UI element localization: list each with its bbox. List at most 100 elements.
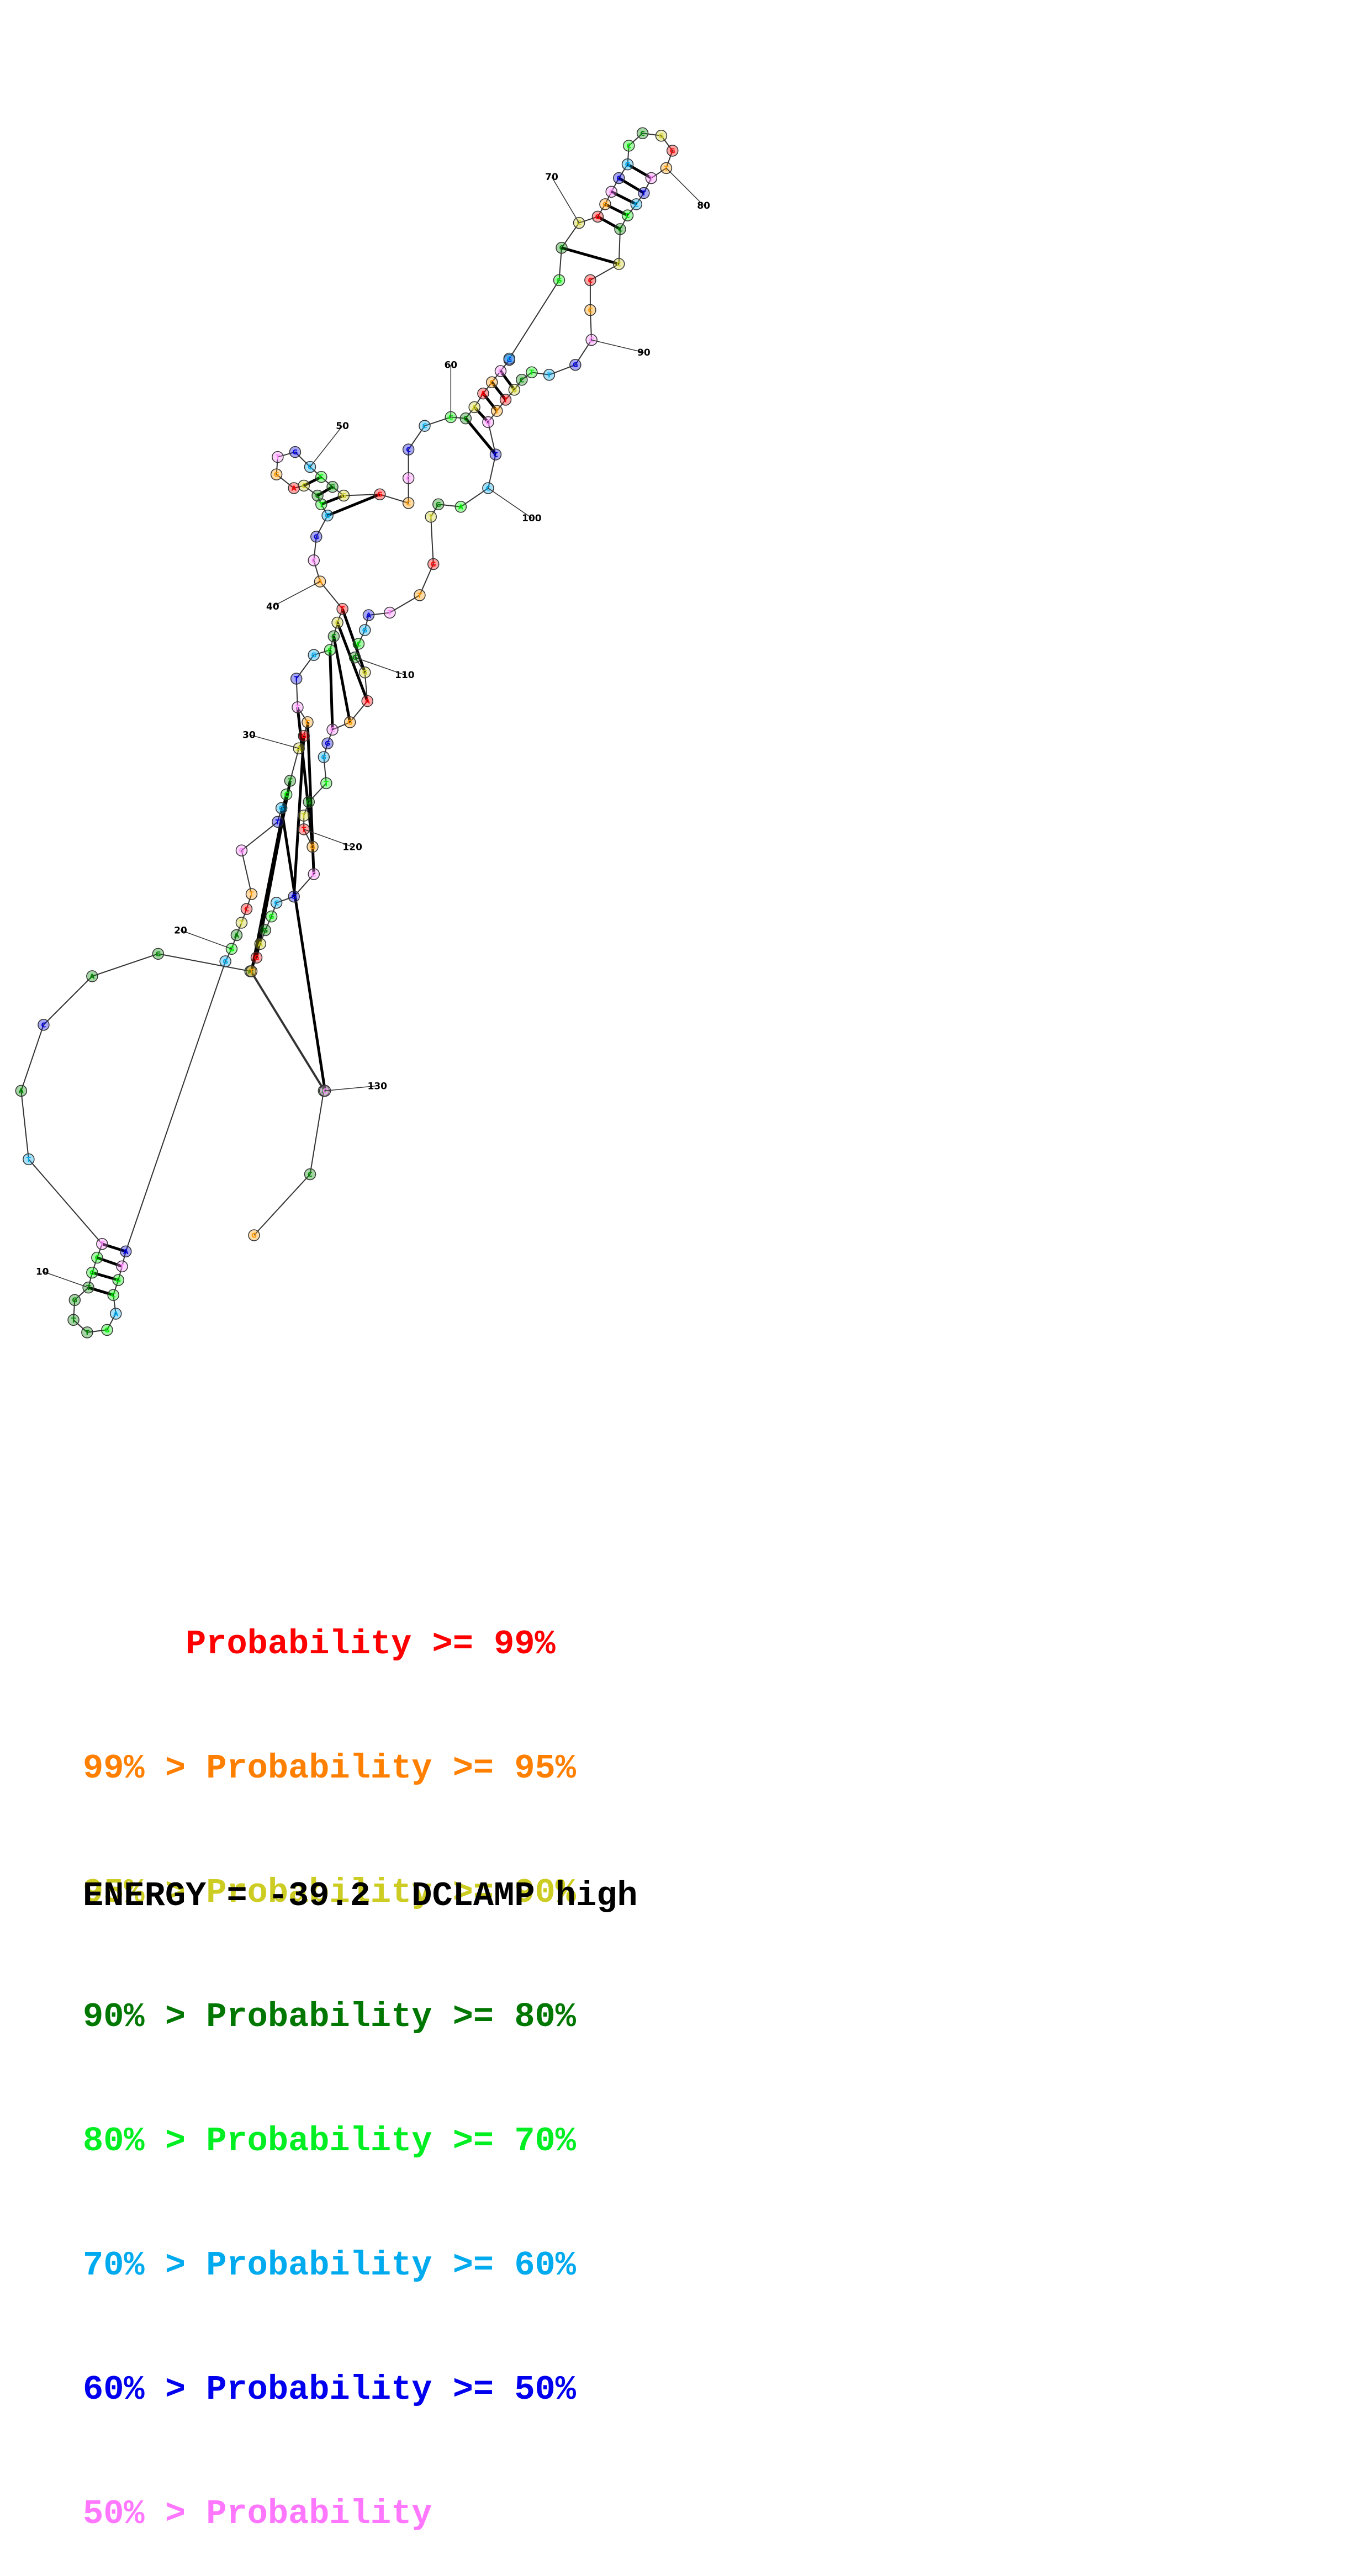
svg-text:G: G — [229, 945, 235, 953]
svg-text:G: G — [251, 1231, 257, 1239]
svg-text:A: A — [472, 404, 478, 411]
nucleotide: T — [245, 965, 258, 977]
svg-text:G: G — [311, 652, 316, 659]
svg-text:T: T — [295, 703, 300, 711]
svg-text:C: C — [331, 633, 336, 641]
svg-text:G: G — [377, 491, 383, 499]
svg-text:T: T — [120, 1263, 125, 1271]
svg-text:T: T — [288, 777, 293, 785]
nucleotide: T — [235, 917, 248, 929]
svg-text:G: G — [362, 669, 368, 676]
nucleotide: G — [666, 145, 679, 157]
svg-text:C: C — [609, 188, 614, 196]
nucleotide: G — [308, 649, 320, 661]
svg-text:C: C — [274, 899, 279, 907]
svg-text:G: G — [325, 512, 330, 520]
svg-text:C: C — [463, 415, 468, 422]
svg-text:C: C — [493, 451, 498, 459]
nucleotide: C — [311, 489, 324, 502]
nucleotide: G — [621, 158, 634, 171]
nucleotide: C — [494, 365, 507, 377]
position-label: 30 — [242, 729, 256, 740]
svg-text:G: G — [254, 954, 260, 962]
legend-row: 80% > Probability >= 70% — [83, 2122, 576, 2161]
svg-text:C: C — [327, 647, 332, 654]
svg-text:T: T — [340, 605, 345, 613]
nucleotide: T — [315, 498, 327, 511]
svg-text:C: C — [507, 355, 512, 363]
svg-text:C: C — [626, 142, 631, 150]
svg-text:G: G — [115, 1277, 121, 1284]
svg-text:G: G — [595, 213, 600, 221]
svg-text:C: C — [422, 422, 427, 430]
svg-text:C: C — [111, 1292, 116, 1299]
svg-text:G: G — [314, 533, 319, 541]
svg-text:T: T — [249, 967, 254, 975]
svg-text:G: G — [293, 448, 298, 456]
svg-text:T: T — [294, 675, 299, 683]
svg-text:A: A — [297, 745, 302, 753]
nucleotide: C — [612, 258, 625, 270]
svg-text:C: C — [330, 726, 335, 734]
svg-text:C: C — [41, 1021, 46, 1029]
nucleotide: T — [96, 1237, 108, 1250]
nucleotide: T — [414, 589, 426, 601]
svg-text:T: T — [319, 501, 324, 509]
nucleotide: G — [219, 955, 231, 967]
nucleotide: C — [308, 868, 320, 880]
svg-text:T: T — [642, 189, 647, 197]
nucleotide: G — [343, 716, 356, 728]
svg-text:T: T — [86, 1284, 91, 1292]
nucleotide: C — [503, 352, 516, 365]
probability-legend: Probability >= 99% 99% > Probability >= … — [83, 1541, 576, 2576]
nucleotide: C — [331, 616, 343, 629]
nucleotide: A — [288, 482, 300, 494]
nucleotide: G — [569, 358, 582, 371]
svg-text:C: C — [519, 376, 524, 384]
svg-text:C: C — [308, 1171, 313, 1178]
svg-text:G: G — [347, 718, 353, 726]
svg-text:T: T — [302, 812, 306, 820]
svg-text:T: T — [239, 919, 244, 927]
svg-text:G: G — [431, 560, 436, 568]
nucleotide: C — [614, 223, 626, 235]
svg-text:G: G — [341, 492, 346, 500]
svg-text:T: T — [27, 1156, 31, 1163]
nucleotide: G — [427, 558, 440, 570]
nucleotide: G — [152, 948, 165, 960]
position-label: 20 — [174, 925, 187, 936]
nucleotide: C — [612, 172, 625, 184]
legend-row: 50% > Probability — [83, 2494, 432, 2533]
nucleotide: G — [235, 844, 248, 856]
svg-text:T: T — [388, 609, 393, 617]
svg-text:G: G — [291, 893, 297, 901]
svg-text:G: G — [330, 483, 335, 491]
svg-text:T: T — [276, 453, 281, 461]
svg-text:G: G — [602, 200, 608, 208]
position-label: 50 — [336, 421, 349, 432]
nucleotide: C — [584, 274, 596, 287]
nucleotide: A — [468, 401, 480, 414]
svg-text:A: A — [292, 484, 297, 492]
nucleotide: T — [320, 777, 332, 790]
backbone-strand — [20, 133, 673, 1333]
nucleotide: G — [265, 910, 278, 923]
svg-text:C: C — [577, 219, 582, 227]
svg-text:T: T — [276, 818, 281, 826]
svg-text:C: C — [406, 474, 411, 482]
nucleotide: T — [490, 405, 503, 417]
nucleotide: C — [298, 479, 310, 492]
svg-text:A: A — [19, 1087, 24, 1095]
nucleotide: A — [477, 387, 489, 400]
nucleotide: C — [489, 448, 502, 461]
svg-text:C: C — [244, 906, 249, 913]
nucleotide: G — [275, 802, 288, 814]
nucleotide: G — [321, 509, 334, 522]
svg-text:G: G — [625, 161, 631, 168]
position-label: 130 — [368, 1081, 388, 1092]
nucleotide: C — [419, 420, 431, 432]
nucleotide: G — [553, 274, 565, 287]
svg-text:C: C — [448, 414, 453, 421]
nucleotide: G — [337, 489, 350, 502]
